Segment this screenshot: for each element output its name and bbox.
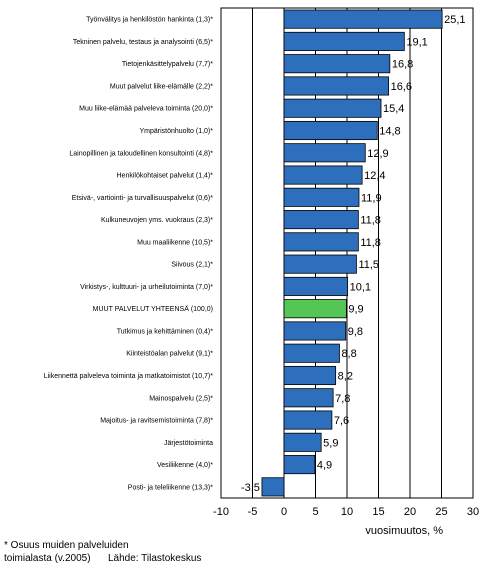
bar [283,455,316,475]
value-label: 9,9 [348,304,363,316]
category-label: Kiinteistöalan palvelut (9,1)* [126,351,213,358]
category-label: Majoitus- ja ravitsemistoiminta (7,8)* [100,418,213,425]
x-axis: -10 -5 0 5 10 15 20 25 30 [213,506,479,518]
category-label: Ympäristönhuolto (1,0)* [139,128,213,135]
category-label: Mainospalvelu (2,5)* [149,395,213,402]
value-label: 8,2 [338,371,353,383]
x-tick-label: 10 [341,506,353,518]
value-label: 19,1 [406,36,427,48]
category-label: Muu liike-elämää palveleva toiminta (20,… [79,106,213,113]
value-label: 11,8 [360,215,381,227]
category-label: Tutkimus ja kehittäminen (0,4)* [117,328,213,335]
category-label: MUUT PALVELUT YHTEENSÄ (100,0) [93,305,213,313]
bar [283,210,359,230]
bar [283,254,357,274]
category-label: Työnvälitys ja henkilöstön hankinta (1,3… [86,17,213,24]
x-tick-label: 30 [467,506,479,518]
x-tick-label: 20 [404,506,416,518]
value-label: 15,4 [383,103,404,115]
source-note: Lähde: Tilastokeskus [108,553,202,564]
bar [283,98,382,118]
bar [283,54,391,74]
value-label: 7,6 [334,415,349,427]
bar [261,477,285,497]
category-label: Etsivä-, vartiointi- ja turvallisuuspalv… [72,195,213,202]
value-label: 16,8 [392,59,413,71]
value-label: 4,9 [317,460,332,472]
category-label: Henkilökohtaiset palvelut (1,4)* [117,173,214,180]
value-label: 25,1 [444,14,465,26]
bar [283,276,349,296]
category-label: Lainopillinen ja taloudellinen konsultoi… [69,150,213,157]
category-label: Kulkuneuvojen yms. vuokraus (2,3)* [101,217,213,224]
bar [283,365,337,386]
x-tick-label: 0 [281,506,287,518]
bar [283,410,333,430]
value-label: 11,8 [360,237,381,249]
value-label: 8,8 [341,348,356,360]
bar [283,9,443,29]
bars [261,9,443,497]
category-label: Liikennettä palveleva toiminta ja matkat… [44,373,214,380]
bar [283,321,347,341]
bar [283,432,322,452]
value-label: 14,8 [379,126,400,138]
category-label: Siivous (2,1)* [171,262,213,269]
x-tick-label: 15 [372,506,384,518]
bar [283,76,389,96]
value-label: 7,8 [335,393,350,405]
value-label: 10,1 [350,281,371,293]
category-label: Järjestötoiminta [164,440,213,447]
bar [283,388,334,408]
x-axis-title: vuosimuutos, % [365,525,443,537]
category-label: Muu maaliikenne (10,5)* [137,239,213,246]
bar [283,31,405,51]
bar [283,120,378,141]
value-label: 12,9 [367,148,388,160]
labels: Työnvälitys ja henkilöstön hankinta (1,3… [44,14,466,494]
x-tick-label: 5 [312,506,318,518]
value-label: -3,5 [241,482,260,494]
category-label: Tietojenkäsittelypalvelu (7,7)* [122,61,213,68]
footnote-line-2: toimialasta (v.2005) [4,553,91,564]
category-label: Posti- ja teleliikenne (13,3)* [128,484,213,491]
bar [283,232,359,252]
category-label: Tekninen palvelu, testaus ja analysointi… [73,39,213,46]
value-label: 9,8 [348,326,363,338]
category-label: Muut palvelut liike-elämälle (2,2)* [110,83,213,90]
bar [283,143,366,163]
bar [283,187,360,207]
bar [283,165,363,185]
x-tick-label: 25 [435,506,447,518]
value-label: 5,9 [323,437,338,449]
category-label: Virkistys-, kulttuuri- ja urheilutoimint… [80,284,213,291]
plot-frame [220,7,474,499]
footnote-line-1: * Osuus muiden palveluiden [4,540,129,551]
bar [283,343,340,363]
value-label: 11,9 [361,192,382,204]
value-label: 16,6 [391,81,412,93]
value-label: 12,4 [364,170,385,182]
x-tick-label: -10 [213,506,229,518]
bar-chart: Työnvälitys ja henkilöstön hankinta (1,3… [44,7,479,537]
value-label: 11,5 [358,259,379,271]
category-label: Vesiliikenne (4,0)* [157,462,213,469]
x-tick-label: -5 [248,506,258,518]
bar [283,299,347,319]
